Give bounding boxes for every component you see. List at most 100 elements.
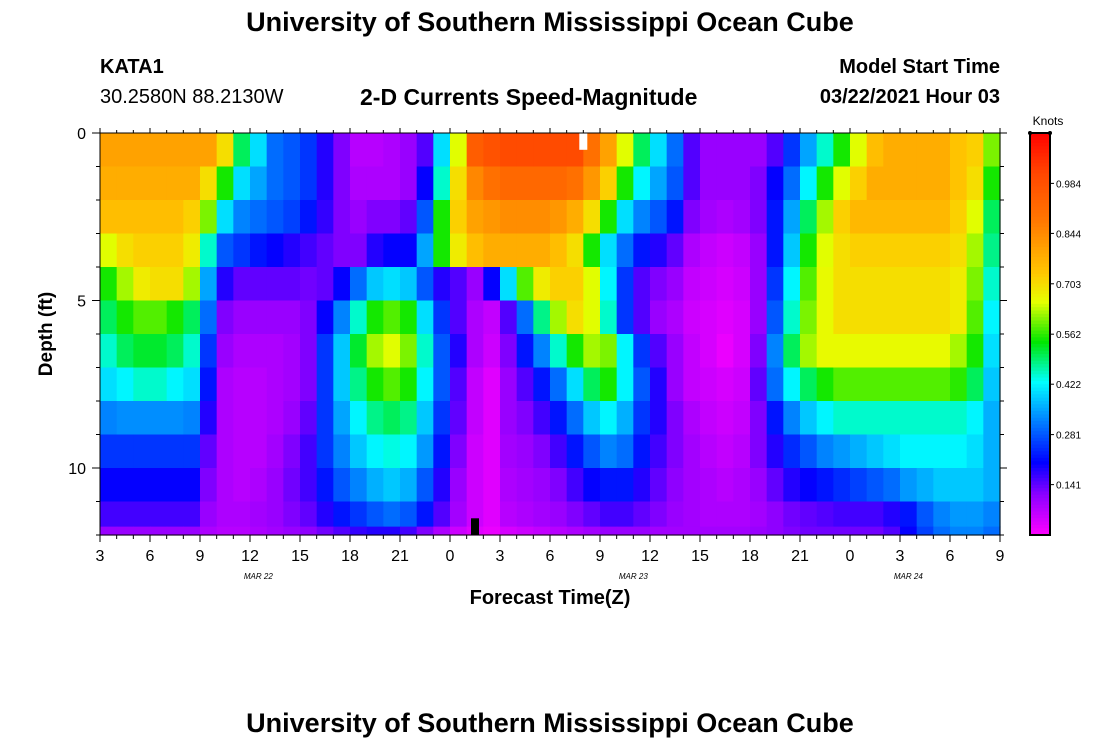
y-axis: 0 5 10	[68, 126, 1007, 536]
heat-cell	[933, 501, 951, 528]
heat-cell	[866, 166, 884, 201]
heat-cell	[466, 401, 484, 436]
heat-cell	[300, 334, 318, 369]
heat-cell	[800, 133, 818, 168]
heat-cell	[650, 300, 668, 335]
heat-cell	[500, 526, 518, 536]
heat-cell	[333, 526, 351, 536]
colorbar-step	[1030, 169, 1050, 174]
heat-cell	[366, 401, 384, 436]
heat-cell	[283, 166, 301, 201]
heat-cell	[783, 300, 801, 335]
heat-cell	[916, 334, 934, 369]
heat-cell	[350, 434, 368, 469]
heat-cell	[716, 526, 734, 536]
heat-cell	[100, 200, 118, 235]
heat-cell	[850, 200, 868, 235]
heat-cell	[166, 200, 184, 235]
heat-cell	[516, 367, 534, 402]
heat-cell	[766, 501, 784, 528]
heat-cell	[883, 468, 901, 503]
heat-cell	[283, 133, 301, 168]
colorbar-step	[1030, 354, 1050, 359]
heat-cell	[783, 233, 801, 268]
heat-cell	[816, 166, 834, 201]
colorbar-step	[1030, 401, 1050, 405]
heat-cell	[100, 166, 118, 201]
colorbar-step	[1030, 307, 1050, 312]
colorbar-step	[1030, 357, 1050, 362]
heat-cell	[383, 334, 401, 369]
heat-cell	[166, 526, 184, 536]
heat-cell	[200, 434, 218, 469]
heat-cell	[816, 233, 834, 268]
heat-cell	[583, 401, 601, 436]
heat-cell	[750, 434, 768, 469]
heat-cell	[883, 434, 901, 469]
x-tick-label: 6	[946, 548, 955, 565]
colorbar-step	[1030, 283, 1050, 288]
heat-cell	[816, 367, 834, 402]
heat-cell	[416, 434, 434, 469]
heat-cell	[416, 300, 434, 335]
heat-cell	[783, 526, 801, 536]
colorbar-step	[1030, 380, 1050, 385]
heat-cell	[116, 300, 134, 335]
heat-cell	[600, 526, 618, 536]
heat-cell	[933, 200, 951, 235]
heat-cell	[216, 200, 234, 235]
heat-cell	[433, 300, 451, 335]
heat-cell	[350, 166, 368, 201]
heat-cell	[566, 434, 584, 469]
colorbar-step	[1030, 491, 1050, 496]
heat-cell	[500, 468, 518, 503]
heat-cell	[633, 501, 651, 528]
heat-cell	[266, 200, 284, 235]
heat-cell	[666, 401, 684, 436]
colorbar-step	[1030, 330, 1050, 335]
heat-cell	[566, 468, 584, 503]
heat-cell	[633, 300, 651, 335]
heat-cell	[900, 133, 918, 168]
heat-cell	[333, 267, 351, 302]
heat-cell	[383, 133, 401, 168]
heat-cell	[300, 401, 318, 436]
colorbar-step	[1030, 136, 1050, 141]
footer-title: University of Southern Mississippi Ocean…	[246, 708, 854, 738]
heat-cell	[450, 166, 468, 201]
x-tick-label: 15	[291, 548, 309, 565]
heat-cell	[450, 501, 468, 528]
heat-cell	[650, 133, 668, 168]
colorbar-step	[1030, 233, 1050, 238]
heat-cell	[766, 300, 784, 335]
heat-cell	[983, 434, 1001, 469]
heat-cell	[966, 300, 984, 335]
heat-cell	[516, 233, 534, 268]
colorbar-corner	[1048, 131, 1052, 135]
heat-cell	[700, 166, 718, 201]
heat-cell	[800, 367, 818, 402]
heat-cell	[733, 267, 751, 302]
heat-cell	[150, 233, 168, 268]
colorbar-step	[1030, 451, 1050, 456]
heat-cell	[983, 334, 1001, 369]
heat-cell	[683, 367, 701, 402]
heat-cell	[200, 501, 218, 528]
heat-cell	[166, 166, 184, 201]
heat-cell	[183, 501, 201, 528]
heat-cell	[983, 367, 1001, 402]
heat-cell	[850, 166, 868, 201]
heat-cell	[783, 401, 801, 436]
heat-cell	[400, 526, 418, 536]
heat-cell	[583, 267, 601, 302]
heat-cell	[583, 367, 601, 402]
colorbar-step	[1030, 293, 1050, 298]
heat-cell	[316, 200, 334, 235]
y-tick-label: 10	[68, 461, 86, 478]
heat-cell	[783, 200, 801, 235]
heat-cell	[500, 166, 518, 201]
colorbar-tick-label: 0.844	[1056, 229, 1081, 240]
heat-cell	[800, 233, 818, 268]
heat-cell	[950, 200, 968, 235]
heat-cell	[850, 401, 868, 436]
